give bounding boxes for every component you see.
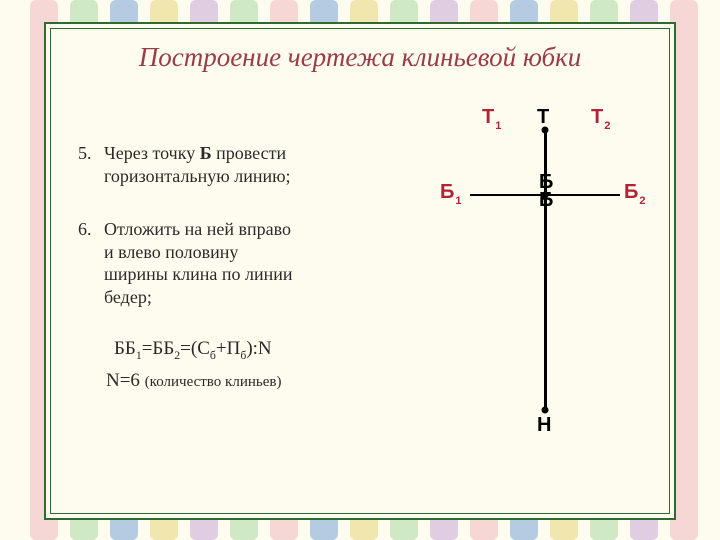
step-6-number: 6.: [78, 218, 92, 241]
step-5-text: Через точку Б провестигоризонтальную лин…: [104, 143, 291, 186]
formula-main: ББ1=ББ2=(Сб+Пб):N: [114, 338, 272, 363]
label-T: Т: [537, 106, 549, 129]
label-T2: Т2: [591, 106, 609, 131]
step-5: 5. Через точку Б провестигоризонтальную …: [104, 142, 291, 187]
formula-note: N=6 (количество клиньев): [106, 370, 281, 392]
label-B2: Б2: [624, 181, 645, 206]
label-T1: Т1: [482, 106, 500, 131]
point-H: [542, 407, 549, 414]
construction-diagram: ТТ1Т2БББ1Б2Н: [390, 110, 680, 440]
step-6-text: Отложить на ней вправои влево половинуши…: [104, 219, 292, 307]
page-title: Построение чертежа клиньевой юбки: [0, 42, 720, 73]
label-H: Н: [537, 414, 551, 437]
label-Bb: Б: [539, 189, 553, 212]
step-5-number: 5.: [78, 142, 92, 165]
step-6: 6. Отложить на ней вправои влево половин…: [104, 218, 292, 308]
label-B1: Б1: [440, 181, 461, 206]
